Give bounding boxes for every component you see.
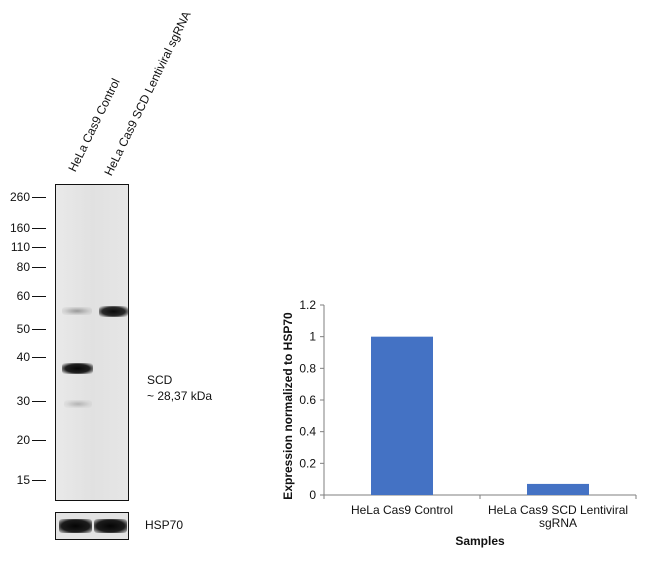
scd-label: SCD: [147, 373, 173, 387]
mw-110: 110: [10, 240, 30, 254]
band-sgrna-55kda: [99, 306, 128, 317]
mw-160-tick: [32, 228, 46, 229]
x-tick-label: HeLa Cas9 SCD Lentiviral: [488, 503, 628, 517]
bar-2: [527, 483, 589, 495]
y-tick-label: 0: [309, 488, 316, 502]
western-blot-image: [55, 184, 129, 501]
bar-1: [371, 336, 433, 495]
mw-110-tick: [32, 247, 46, 248]
mw-15-tick: [32, 480, 46, 481]
mw-15: 15: [16, 473, 30, 487]
mw-60-tick: [32, 296, 46, 297]
y-tick-label: 0.8: [299, 361, 316, 375]
mw-30-tick: [32, 401, 46, 402]
mw-160: 160: [9, 221, 30, 235]
x-tick-label: sgRNA: [539, 516, 577, 530]
hsp70-blot-image: [55, 512, 129, 540]
x-tick-label: HeLa Cas9 Control: [351, 503, 453, 517]
mw-50-tick: [32, 329, 46, 330]
band-hsp70-control: [59, 519, 92, 533]
band-hsp70-sgrna: [94, 519, 127, 533]
mw-80-tick: [32, 267, 46, 268]
mw-60: 60: [16, 289, 30, 303]
mw-260-tick: [32, 197, 46, 198]
y-tick-label: 0.2: [299, 456, 316, 470]
y-tick-label: 1: [309, 330, 316, 344]
mw-30: 30: [16, 394, 30, 408]
x-axis-title: Samples: [455, 534, 505, 548]
hsp70-label: HSP70: [145, 518, 184, 532]
y-tick-label: 1.2: [299, 298, 316, 312]
mw-20: 20: [16, 433, 30, 447]
y-tick-label: 0.6: [299, 393, 316, 407]
mw-20-tick: [32, 440, 46, 441]
mw-80: 80: [16, 260, 30, 274]
scd-kda-label: ~ 28,37 kDa: [147, 389, 213, 403]
y-axis-title: Expression normalized to HSP70: [281, 312, 295, 500]
y-tick-label: 0.4: [299, 425, 316, 439]
mw-40-tick: [32, 357, 46, 358]
band-control-55kda: [62, 307, 92, 315]
mw-260: 260: [9, 190, 30, 204]
mw-40: 40: [16, 350, 30, 364]
band-control-scd: [62, 363, 93, 374]
band-control-29kda: [64, 400, 92, 408]
mw-50: 50: [16, 322, 30, 336]
